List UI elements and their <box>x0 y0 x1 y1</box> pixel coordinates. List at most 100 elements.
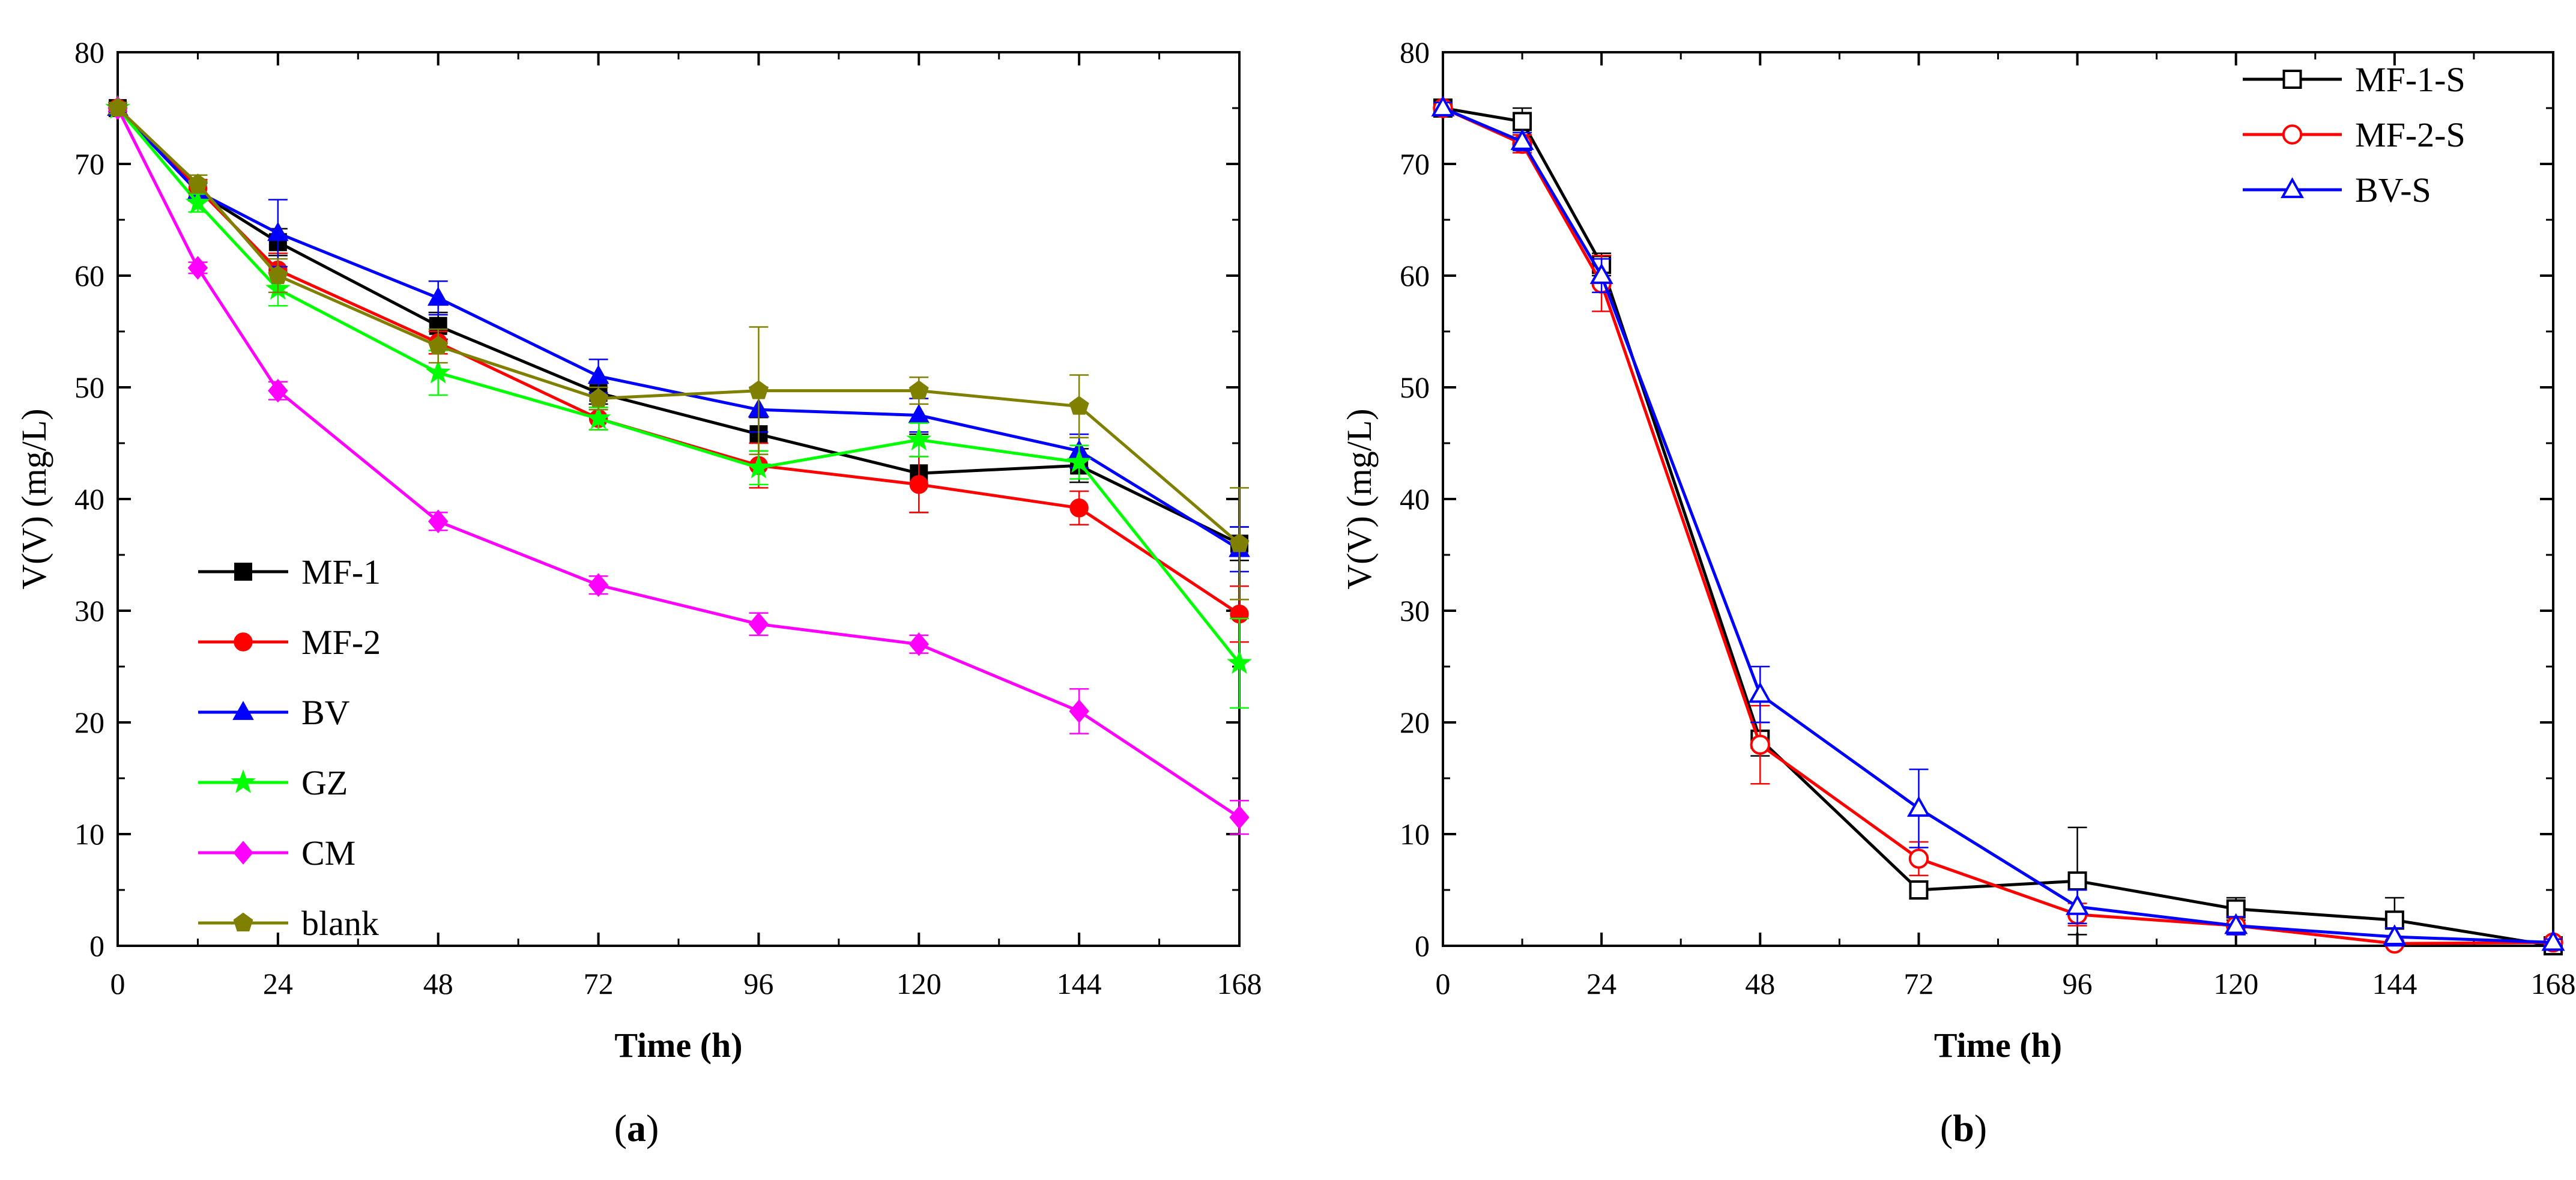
series-CM <box>107 96 1250 835</box>
data-point <box>187 174 208 193</box>
y-tick-label: 10 <box>1400 817 1430 851</box>
data-point <box>268 265 288 284</box>
legend-marker <box>234 632 253 652</box>
series-line <box>116 107 1241 551</box>
legend-label: MF-2 <box>301 623 381 662</box>
data-point <box>1229 805 1250 829</box>
panel-label-letter: a <box>627 1107 646 1149</box>
y-tick-label: 60 <box>74 259 104 292</box>
data-point <box>1750 734 1770 755</box>
x-tick-label: 0 <box>1436 967 1451 1000</box>
legend-entry: BV <box>198 693 350 732</box>
legend-label: GZ <box>301 763 348 802</box>
data-point <box>2541 930 2565 951</box>
x-tick-label: 72 <box>584 967 614 1000</box>
y-tick-label: 60 <box>1400 259 1430 292</box>
x-tick-label: 120 <box>896 967 942 1000</box>
x-axis: 0 24 48 72 96 120 144 168 <box>1436 52 2576 1000</box>
series-line <box>1442 106 2554 945</box>
data-point <box>428 335 449 355</box>
data-point <box>1513 112 1532 132</box>
data-point <box>2383 924 2407 946</box>
y-tick-label: 50 <box>74 371 104 404</box>
series-MF-1-S <box>1433 98 2563 955</box>
legend-marker <box>231 769 256 793</box>
legend-entry: BV-S <box>2243 171 2431 210</box>
data-point <box>268 378 288 403</box>
x-tick-label: 168 <box>2531 967 2576 1000</box>
x-tick-label: 48 <box>1745 967 1775 1000</box>
y-axis-label: V(V) (mg/L) <box>14 408 53 589</box>
legend-marker <box>2282 70 2302 89</box>
legend-label: BV-S <box>2355 171 2431 210</box>
x-tick-label: 96 <box>743 967 773 1000</box>
y-tick-label: 10 <box>74 817 104 851</box>
data-point <box>746 455 772 479</box>
data-point <box>185 190 211 214</box>
data-point <box>1227 650 1252 674</box>
data-point <box>1909 880 1929 900</box>
data-point <box>748 612 769 637</box>
data-point <box>588 388 609 407</box>
y-tick-label: 20 <box>74 706 104 739</box>
legend-entry: MF-2 <box>198 623 381 662</box>
x-tick-label: 168 <box>1217 967 1262 1000</box>
data-point <box>909 632 929 656</box>
y-tick-label: 40 <box>1400 482 1430 516</box>
x-tick-label: 48 <box>423 967 453 1000</box>
y-tick-label: 20 <box>1400 706 1430 739</box>
data-point <box>427 286 449 306</box>
x-tick-label: 24 <box>263 967 293 1000</box>
x-tick-label: 120 <box>2213 967 2258 1000</box>
x-tick-label: 144 <box>1057 967 1102 1000</box>
y-tick-label: 70 <box>1400 147 1430 181</box>
series-BV-S <box>1431 95 2565 951</box>
panel-b-chart: 0 24 48 72 96 120 144 168 0 10 20 30 40 50 60 70 80 Time … <box>1340 35 2576 1149</box>
data-point <box>2066 894 2090 915</box>
series-line <box>116 107 1241 664</box>
legend-entry: MF-1 <box>198 552 381 592</box>
data-point <box>585 405 611 429</box>
x-axis: 0 24 48 72 96 120 144 168 <box>110 52 1262 1000</box>
data-point <box>909 475 928 494</box>
y-tick-label: 80 <box>1400 35 1430 69</box>
y-tick-label: 30 <box>74 594 104 628</box>
legend-marker <box>2280 177 2305 198</box>
legend-label: CM <box>301 834 355 873</box>
x-tick-label: 144 <box>2372 967 2417 1000</box>
data-point <box>1069 396 1089 415</box>
y-tick-label: 70 <box>74 147 104 181</box>
legend-label: blank <box>301 904 379 943</box>
panel-label-close: ) <box>646 1107 659 1149</box>
y-tick-label: 0 <box>1415 929 1430 963</box>
x-tick-label: 0 <box>110 967 125 1000</box>
series-line <box>1442 106 2554 948</box>
data-point <box>1229 533 1250 552</box>
y-axis: 0 10 20 30 40 50 60 70 80 <box>74 35 1239 963</box>
plot-frame <box>116 51 1241 947</box>
panel-label-letter: b <box>1953 1107 1974 1149</box>
legend-label: BV <box>301 693 350 732</box>
y-tick-label: 0 <box>89 929 104 963</box>
x-tick-label: 24 <box>1586 967 1616 1000</box>
x-tick-label: 72 <box>1903 967 1934 1000</box>
legend-marker <box>234 563 252 581</box>
legend-marker <box>2282 124 2303 145</box>
series-MF-2-S <box>1433 98 2563 954</box>
data-point <box>748 380 769 399</box>
legend-marker <box>232 701 254 720</box>
data-point <box>2067 871 2087 891</box>
data-point <box>1069 699 1089 724</box>
data-point <box>588 573 609 597</box>
data-point <box>587 365 609 384</box>
data-point <box>428 509 449 533</box>
y-tick-label: 40 <box>74 482 104 516</box>
y-axis: 0 10 20 30 40 50 60 70 80 <box>1400 35 2553 963</box>
series-blank <box>107 97 1250 601</box>
x-tick-label: 96 <box>2063 967 2093 1000</box>
x-axis-label: Time (h) <box>1934 1026 2062 1065</box>
panel-label-close: ) <box>1974 1107 1987 1149</box>
legend-label: MF-2-S <box>2355 115 2466 154</box>
data-point <box>2224 913 2248 934</box>
